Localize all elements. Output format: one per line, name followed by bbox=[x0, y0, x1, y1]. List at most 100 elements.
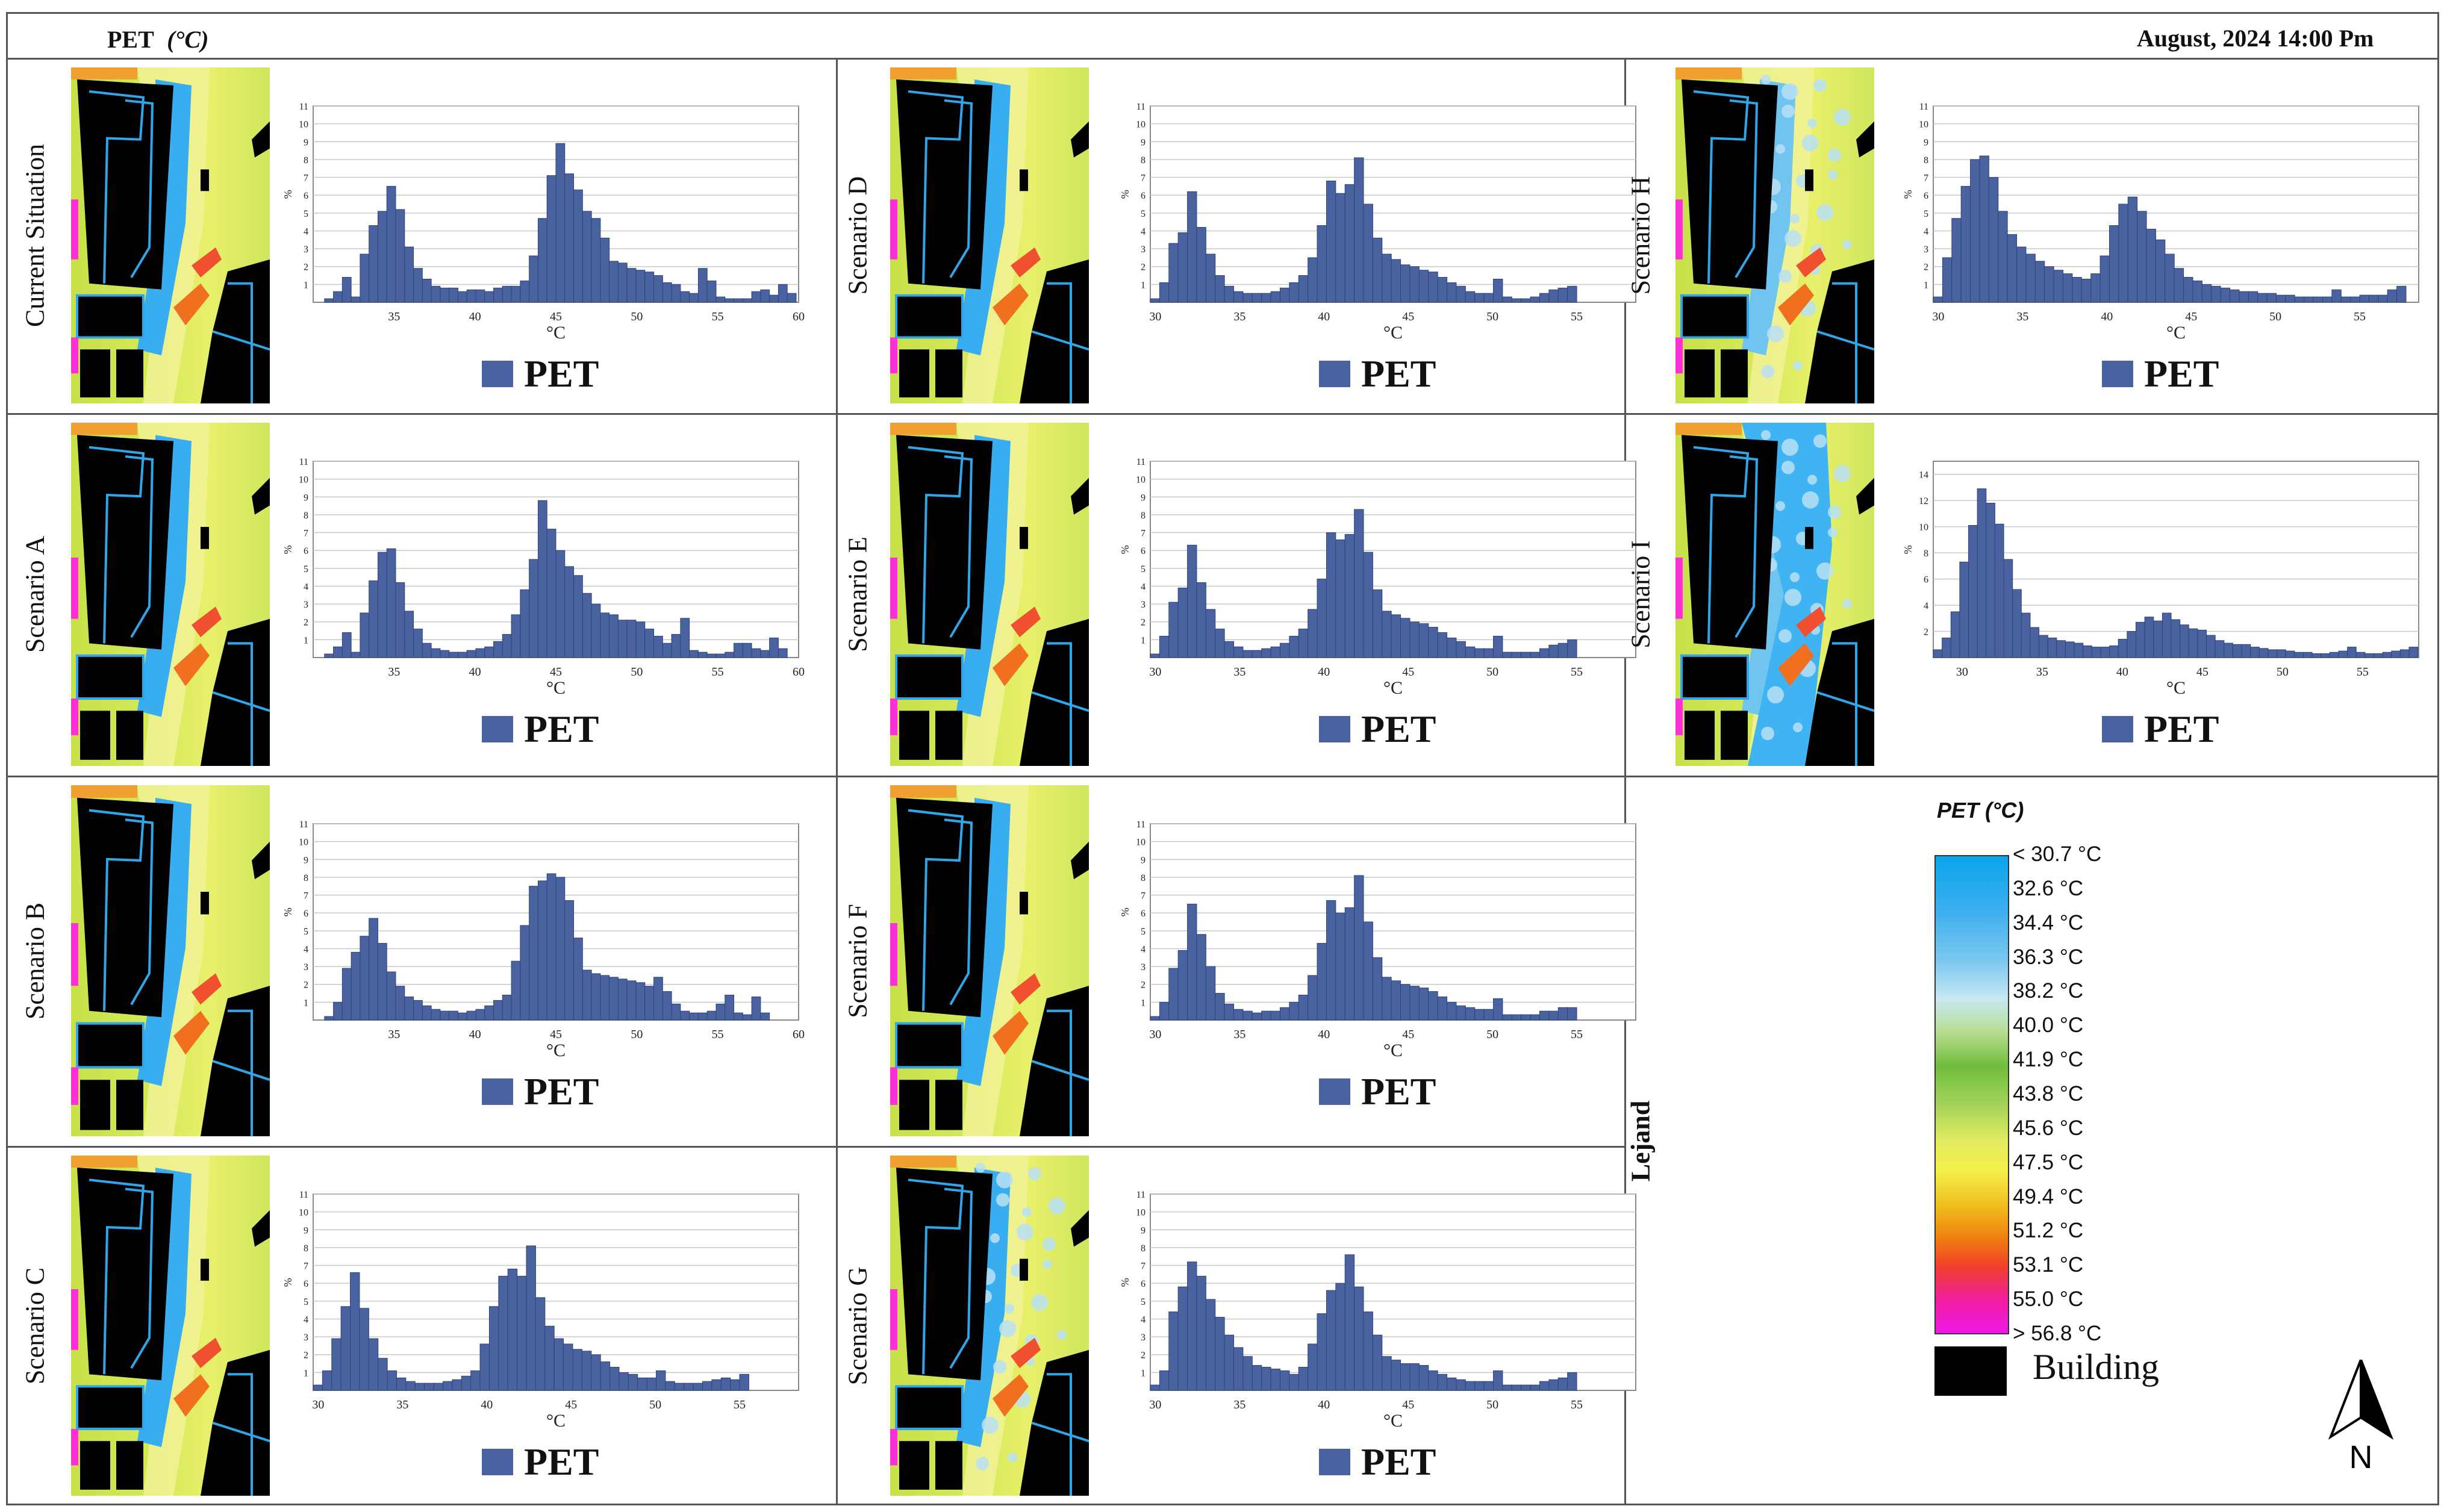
histogram-bar bbox=[2062, 273, 2073, 303]
x-tick-label: 45 bbox=[1402, 665, 1414, 679]
pet-map bbox=[890, 1156, 1089, 1496]
histogram-bar bbox=[1409, 266, 1420, 303]
histogram-bar bbox=[377, 552, 387, 658]
histogram-bar bbox=[1308, 1343, 1318, 1391]
x-tick-label: 35 bbox=[388, 310, 400, 323]
histogram-bar bbox=[351, 951, 361, 1021]
histogram-bar bbox=[787, 293, 797, 303]
colorbar-label: 55.0 °C bbox=[2013, 1287, 2084, 1311]
histogram-bar bbox=[1233, 291, 1244, 303]
histogram-bar bbox=[2171, 619, 2181, 658]
histogram-bar bbox=[1530, 1384, 1540, 1391]
y-tick-label: 11 bbox=[1136, 102, 1146, 112]
y-tick-label: 3 bbox=[304, 962, 308, 972]
x-axis-label: °C bbox=[546, 1411, 566, 1431]
histogram-bar bbox=[1279, 287, 1290, 303]
histogram-bar bbox=[1205, 609, 1216, 658]
histogram-bar bbox=[1215, 629, 1225, 658]
y-tick-label: 6 bbox=[304, 191, 308, 201]
histogram-bar bbox=[662, 282, 672, 303]
y-tick-label: 3 bbox=[1141, 1333, 1146, 1343]
histogram-bar bbox=[1252, 293, 1262, 303]
y-tick-label: 3 bbox=[1924, 244, 1928, 255]
y-tick-label: 7 bbox=[304, 891, 308, 901]
histogram-bar bbox=[1960, 185, 1971, 303]
histogram-bar bbox=[1242, 1010, 1253, 1021]
north-arrow: N bbox=[2325, 1359, 2397, 1475]
y-tick-label: 1 bbox=[1141, 635, 1146, 646]
histogram-bar bbox=[769, 294, 779, 303]
histogram-bar bbox=[635, 270, 646, 303]
histogram-bar bbox=[511, 960, 521, 1021]
histogram-bar bbox=[1354, 509, 1364, 658]
histogram-bar bbox=[644, 272, 655, 303]
histogram-bar bbox=[395, 209, 405, 303]
histogram-bar bbox=[1409, 1363, 1420, 1391]
histogram-bar bbox=[488, 1306, 499, 1391]
histogram-bar bbox=[1187, 544, 1197, 658]
y-tick-label: 4 bbox=[304, 1314, 308, 1325]
histogram-bar bbox=[1317, 225, 1327, 303]
histogram-bar bbox=[1150, 653, 1160, 658]
histogram-bar bbox=[2331, 289, 2342, 303]
histogram-bar bbox=[689, 1012, 699, 1021]
histogram-bar bbox=[449, 1010, 458, 1021]
histogram-bar bbox=[414, 1383, 425, 1391]
histogram-bar bbox=[1968, 524, 1978, 658]
histogram-bar bbox=[537, 880, 547, 1021]
y-tick-label: 8 bbox=[1141, 873, 1146, 883]
histogram-bar bbox=[529, 886, 538, 1021]
pet-map bbox=[1675, 423, 1874, 766]
histogram-bar bbox=[1261, 648, 1271, 658]
histogram-bar bbox=[1326, 1290, 1336, 1391]
row-divider-3 bbox=[6, 1146, 1626, 1148]
histogram-bar bbox=[535, 1297, 546, 1391]
histogram-bar bbox=[1530, 1014, 1540, 1021]
histogram-bar bbox=[582, 211, 592, 303]
x-tick-label: 50 bbox=[631, 1028, 643, 1041]
histogram-bar bbox=[378, 1358, 388, 1391]
histogram-bar bbox=[2012, 589, 2022, 658]
histogram-bar bbox=[1363, 204, 1373, 303]
histogram-bar bbox=[1363, 1311, 1373, 1391]
y-tick-label: 3 bbox=[1141, 244, 1146, 255]
histogram-bar bbox=[2003, 559, 2013, 658]
histogram-bar bbox=[1474, 1381, 1485, 1391]
histogram-bar bbox=[2091, 647, 2101, 658]
histogram-bar bbox=[671, 284, 681, 303]
histogram-bar bbox=[609, 614, 619, 658]
histogram-bar bbox=[1261, 293, 1271, 303]
histogram-bar bbox=[1567, 1007, 1577, 1021]
x-tick-label: 40 bbox=[1318, 310, 1330, 323]
x-tick-label: 45 bbox=[1402, 310, 1414, 323]
y-tick-label: 9 bbox=[304, 1225, 308, 1236]
y-tick-label: 4 bbox=[1141, 582, 1146, 592]
histogram-bar bbox=[470, 1370, 481, 1391]
scenario-label: Scenario F bbox=[843, 903, 873, 1018]
histogram-bar bbox=[1242, 650, 1253, 658]
histogram-bar bbox=[680, 618, 690, 658]
histogram-bar bbox=[646, 1377, 657, 1391]
header-datetime: August, 2024 14:00 Pm bbox=[2137, 25, 2374, 52]
y-tick-label: 6 bbox=[1141, 191, 1146, 201]
y-tick-label: 5 bbox=[1141, 927, 1146, 937]
histogram-bar bbox=[1289, 1001, 1299, 1021]
histogram-bar bbox=[1942, 637, 1951, 658]
histogram-bar bbox=[1196, 582, 1206, 658]
y-tick-label: 1 bbox=[1141, 1368, 1146, 1378]
histogram-bar bbox=[715, 296, 726, 303]
histogram-bar bbox=[422, 642, 432, 658]
y-tick-label: 2 bbox=[304, 618, 308, 628]
histogram-bar bbox=[1428, 991, 1438, 1021]
x-tick-label: 45 bbox=[2196, 665, 2209, 679]
histogram-bar bbox=[1298, 629, 1309, 658]
histogram-bar bbox=[502, 285, 512, 303]
colorbar-label: 34.4 °C bbox=[2013, 910, 2084, 935]
histogram-bar bbox=[1159, 635, 1170, 658]
y-tick-label: 2 bbox=[304, 980, 308, 991]
histogram-bar bbox=[1437, 277, 1448, 303]
y-tick-label: 4 bbox=[304, 582, 308, 592]
legend-swatch bbox=[482, 716, 513, 742]
histogram-bar bbox=[706, 653, 717, 658]
